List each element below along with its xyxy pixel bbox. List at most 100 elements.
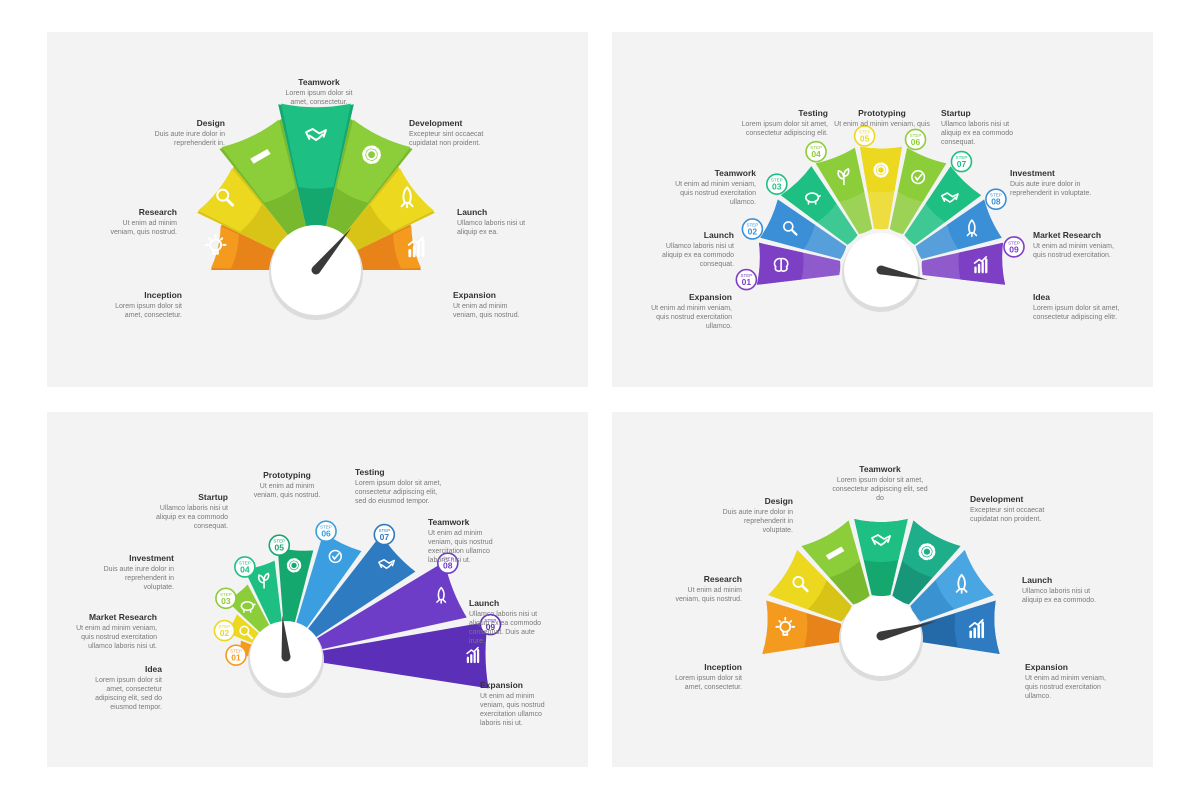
label-startup: Startup Ullamco laboris nisi ut aliquip e… xyxy=(156,492,228,530)
gear-icon xyxy=(918,543,936,561)
gear-icon xyxy=(873,162,889,178)
growth-chart-icon xyxy=(407,236,425,258)
step-number: 02 xyxy=(220,628,230,638)
growth-chart-icon xyxy=(466,646,480,664)
segment-design xyxy=(801,520,870,605)
gauge-diagram-1 xyxy=(197,103,435,320)
label-expansion: Expansion Ut enim ad minim veniam, quis n… xyxy=(453,290,520,319)
label-teamwork: Teamwork Lorem ipsum dolor sit amet, cons… xyxy=(285,77,353,106)
step-word: STEP xyxy=(220,592,232,597)
step-number: 01 xyxy=(231,653,241,663)
step-word: STEP xyxy=(219,624,231,629)
label-expansion: Expansion Ut enim ad minim veniam, quis n… xyxy=(651,292,732,330)
step-number: 05 xyxy=(860,133,870,143)
rocket-icon xyxy=(966,219,978,238)
step-number: 03 xyxy=(221,596,231,606)
segment-expansion xyxy=(356,224,425,270)
label-idea: Idea Lorem ipsum dolor sit amet, consecte… xyxy=(95,664,162,711)
step-number: 06 xyxy=(321,529,331,539)
label-inception: Inception Lorem ipsum dolor sit amet, con… xyxy=(675,662,742,691)
label-market-research: Market Research Ut enim ad minim veniam, … xyxy=(76,612,157,650)
segment-development xyxy=(326,118,413,235)
step-word: STEP xyxy=(740,273,752,278)
step-word: STEP xyxy=(442,557,454,562)
panel-1: Inception Lorem ipsum dolor sit amet, con… xyxy=(47,32,588,387)
step-word: STEP xyxy=(859,129,871,134)
label-launch: Launch Ullamco laboris nisi ut aliquip ex… xyxy=(662,230,734,268)
step-word: STEP xyxy=(485,618,497,623)
checklist-icon xyxy=(910,170,926,185)
label-teamwork: Teamwork Lorem ipsum dolor sit amet, cons… xyxy=(832,464,928,502)
step-number: 04 xyxy=(811,149,821,159)
needle-pivot xyxy=(876,265,886,275)
step-word: STEP xyxy=(747,222,759,227)
label-idea: Idea Lorem ipsum dolor sit amet, consecte… xyxy=(1033,292,1120,321)
step-number: 06 xyxy=(911,137,921,147)
step-word: STEP xyxy=(771,178,783,183)
gauge-needle xyxy=(880,265,928,280)
gear-icon xyxy=(362,145,381,165)
step-word: STEP xyxy=(230,649,242,654)
label-design: Design Duis aute irure dolor in reprehend… xyxy=(722,496,793,534)
label-design: Design Duis aute irure dolor in reprehend… xyxy=(154,118,225,147)
label-prototyping: Prototyping Ut enim ad minim veniam, quis xyxy=(834,108,930,128)
label-testing: Testing Lorem ipsum dolor sit amet, conse… xyxy=(741,108,828,137)
step-number: 01 xyxy=(742,277,752,287)
needle-pivot xyxy=(281,652,291,662)
magnifier-icon xyxy=(792,576,809,593)
segment-launch xyxy=(344,166,435,251)
piggy-bank-icon xyxy=(240,601,256,613)
pencil-icon xyxy=(825,546,845,560)
step-word: STEP xyxy=(990,193,1002,198)
panel-2: STEP 01 STEP 02 STEP 03 STEP 04 STEP 05 STEP 06 STEP… xyxy=(612,32,1153,387)
plant-icon xyxy=(257,572,270,589)
step-number: 02 xyxy=(748,226,758,236)
step-number: 09 xyxy=(486,622,496,632)
step-word: STEP xyxy=(810,145,822,150)
step-word: STEP xyxy=(239,560,251,565)
label-market-research: Market Research Ut enim ad minim veniam, … xyxy=(1033,230,1114,259)
rocket-icon xyxy=(955,573,968,594)
step-word: STEP xyxy=(1008,240,1020,245)
segment-inception xyxy=(762,600,842,654)
label-development: Development Excepteur sint occaecat cupid… xyxy=(409,118,484,147)
segment-teamwork xyxy=(278,103,354,228)
segment-inception xyxy=(204,224,276,270)
handshake-icon xyxy=(940,192,959,204)
needle-pivot xyxy=(311,265,321,275)
gauge-needle xyxy=(879,620,938,641)
gauge-needle xyxy=(312,227,352,273)
step-word: STEP xyxy=(320,525,332,530)
magnifier-icon xyxy=(783,221,798,236)
segment-research xyxy=(768,550,852,622)
step-word: STEP xyxy=(273,539,285,544)
segment-research xyxy=(197,166,288,251)
label-investment: Investment Duis aute irure dolor in repre… xyxy=(1010,168,1092,197)
step-number: 03 xyxy=(772,182,782,192)
